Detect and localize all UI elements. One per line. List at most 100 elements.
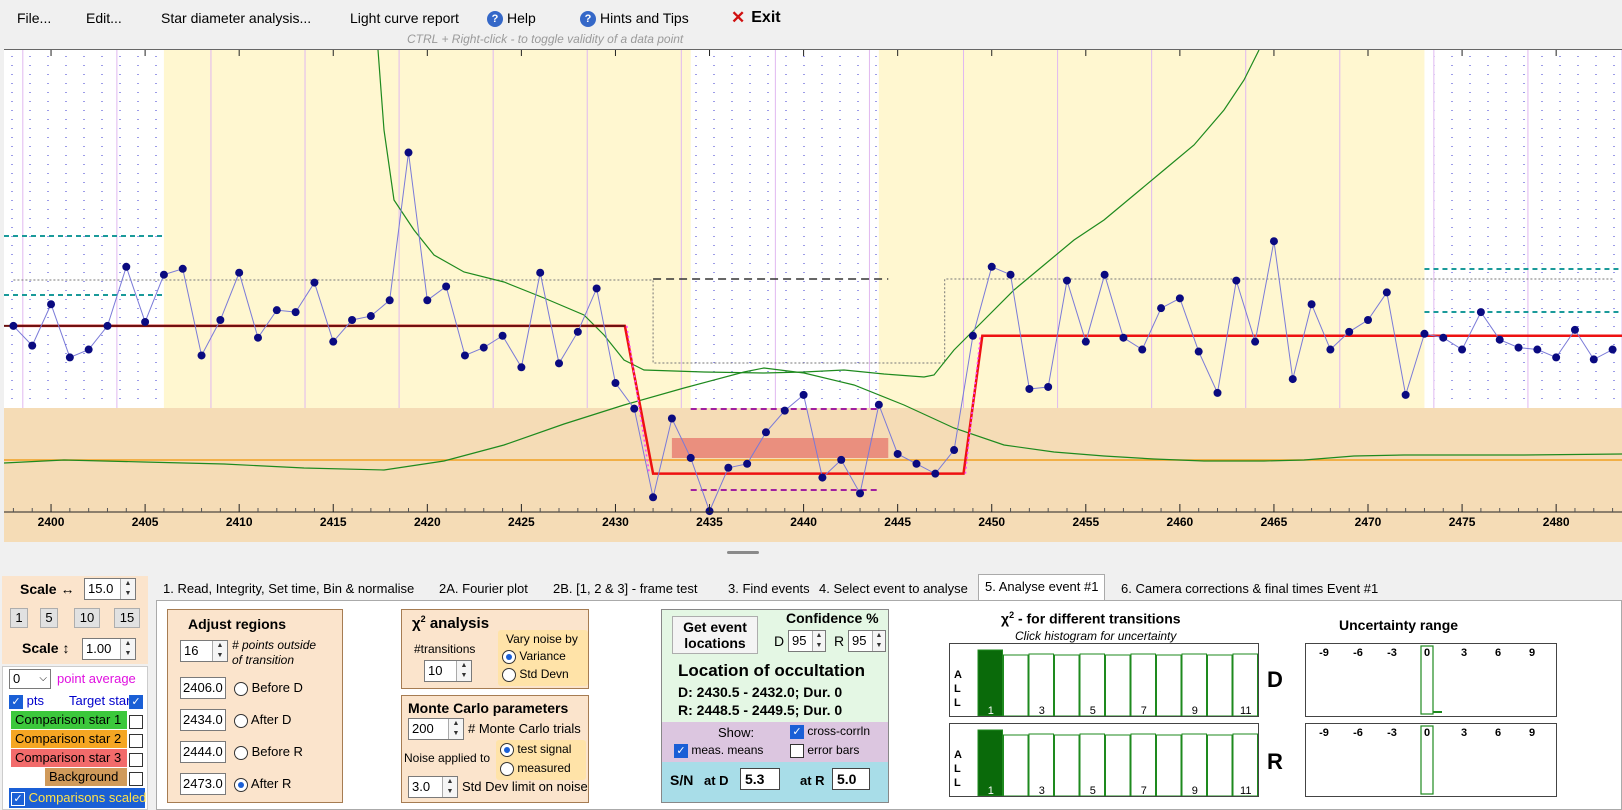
menu-light-curve-report[interactable]: Light curve report	[350, 10, 459, 26]
spinner-arrows-icon[interactable]: ▲ ▼	[812, 631, 825, 651]
chi2-histogram-r[interactable]: A L L 1 3 5 7 9 11	[949, 723, 1259, 797]
cross-corr-checkbox[interactable]: ✓ cross-corrln	[790, 724, 870, 739]
tab-camera-corrections[interactable]: 6. Camera corrections & final times Even…	[1121, 581, 1379, 596]
check-icon: ✓	[674, 743, 688, 758]
sn-at-d-label: at D	[704, 773, 729, 788]
tab-find-events[interactable]: 3. Find events	[728, 581, 810, 596]
data-point	[1006, 270, 1015, 279]
background-checkbox[interactable]	[129, 770, 143, 786]
menu-exit[interactable]: ✕ Exit	[731, 8, 781, 28]
comparison-1-checkbox[interactable]	[129, 713, 143, 729]
point-average-label: point average	[57, 671, 136, 686]
variance-radio[interactable]: Variance	[502, 649, 566, 664]
data-point	[837, 455, 846, 464]
menu-star-diameter[interactable]: Star diameter analysis...	[161, 10, 312, 26]
data-point	[1476, 308, 1485, 317]
tab-select-event[interactable]: 4. Select event to analyse	[819, 581, 968, 596]
preset-5-button[interactable]: 5	[40, 608, 58, 628]
meas-means-checkbox[interactable]: ✓ meas. means	[674, 743, 763, 758]
light-curve-svg[interactable]: 2400 2405 2410 2415 2420 2425 2430 2435 2440 2445…	[3, 49, 1622, 542]
monte-carlo-trials-spinner[interactable]: 200 ▲ ▼	[408, 718, 464, 740]
data-point	[103, 321, 112, 330]
monte-carlo-group: Monte Carlo parameters 200 ▲ ▼ # Monte Car…	[401, 695, 589, 803]
spinner-arrows-icon[interactable]: ▲ ▼	[448, 719, 463, 739]
light-curve-plot[interactable]: 2400 2405 2410 2415 2420 2425 2430 2435 2440 2445…	[3, 49, 1622, 542]
x-tick-label: 2450	[978, 515, 1005, 529]
before-d-label: Before D	[251, 680, 303, 695]
menu-hints[interactable]: ? Hints and Tips	[580, 8, 689, 28]
stddev-radio[interactable]: Std Devn	[502, 667, 569, 682]
before-r-field[interactable]: 2444.0	[180, 741, 226, 763]
after-d-field[interactable]: 2434.0	[180, 709, 226, 731]
data-point	[159, 270, 168, 279]
spinner-arrows-icon[interactable]: ▲ ▼	[442, 777, 457, 797]
comparisons-scaled-checkbox[interactable]: ✓ Comparisons scaled	[9, 788, 147, 808]
pts-checkbox[interactable]: ✓ pts	[9, 693, 44, 709]
after-d-radio[interactable]: After D	[234, 712, 291, 728]
tab-fourier[interactable]: 2A. Fourier plot	[439, 581, 528, 596]
unc-r-tick-label: 3	[1461, 727, 1467, 739]
after-r-radio[interactable]: After R	[234, 776, 291, 792]
data-point	[1514, 343, 1523, 352]
test-signal-radio[interactable]: test signal	[500, 742, 571, 757]
confidence-r-spinner[interactable]: 95 ▲ ▼	[848, 630, 886, 652]
adjust-regions-group: Adjust regions 16 ▲ ▼ # points outside of t…	[167, 609, 343, 803]
after-d-label: After D	[250, 712, 292, 727]
tab-read[interactable]: 1. Read, Integrity, Set time, Bin & norm…	[163, 581, 415, 596]
hints-help-icon: ?	[580, 11, 596, 28]
target-star-checkbox[interactable]: ✓	[129, 693, 143, 709]
comparisons-scaled-label: Comparisons scaled	[28, 790, 147, 805]
x-tick-label: 2455	[1072, 515, 1099, 529]
preset-10-button[interactable]: 10	[74, 608, 100, 628]
measured-radio[interactable]: measured	[500, 761, 571, 776]
splitter-grip[interactable]	[727, 551, 759, 554]
point-average-select[interactable]: 0 ⌵	[9, 669, 51, 689]
spinner-arrows-icon[interactable]: ▲ ▼	[120, 579, 135, 599]
menu-edit[interactable]: Edit...	[86, 10, 122, 26]
comparison-3-checkbox[interactable]	[129, 751, 143, 767]
confidence-r-value: 95	[852, 633, 867, 648]
hist-r-bar-label: 5	[1090, 785, 1096, 796]
hist-d-all-letter: L	[954, 683, 961, 695]
noise-limit-spinner[interactable]: 3.0 ▲ ▼	[408, 776, 458, 798]
transitions-spinner[interactable]: 10 ▲ ▼	[424, 660, 472, 682]
checkbox-box	[129, 733, 143, 748]
uncertainty-r-svg: -9 -6 -3 0 3 6 9	[1319, 725, 1535, 795]
error-bars-checkbox[interactable]: error bars	[790, 743, 859, 758]
before-d-radio[interactable]: Before D	[234, 680, 303, 696]
comparison-2-checkbox[interactable]	[129, 732, 143, 748]
points-outside-spinner[interactable]: 16 ▲ ▼	[180, 640, 228, 662]
confidence-d-label: D	[774, 633, 785, 649]
hist-d-bar	[1181, 653, 1207, 717]
before-r-radio[interactable]: Before R	[234, 744, 303, 760]
menu-bar: File... Edit... Star diameter analysis..…	[0, 0, 1622, 36]
spinner-arrows-icon[interactable]: ▲ ▼	[212, 641, 227, 661]
chi2-histogram-d[interactable]: A L L 1 3 5 7 9 11	[949, 643, 1259, 717]
hist-d-bar	[1105, 654, 1131, 717]
data-point	[950, 446, 959, 455]
get-event-locations-button[interactable]: Get event locations	[672, 616, 758, 654]
menu-hints-label: Hints and Tips	[600, 10, 689, 26]
tab-analyse-event[interactable]: 5. Analyse event #1	[978, 574, 1106, 600]
menu-help[interactable]: ? Help	[487, 8, 536, 28]
preset-15-button[interactable]: 15	[114, 608, 140, 628]
data-point	[1025, 384, 1034, 393]
spinner-arrows-icon[interactable]: ▲ ▼	[120, 639, 135, 659]
hist-d-all-letter: A	[954, 669, 962, 681]
after-r-field[interactable]: 2473.0	[180, 773, 226, 795]
hist-d-bar	[1130, 653, 1156, 717]
scale-h-spinner[interactable]: 15.0 ▲ ▼	[84, 578, 136, 600]
scale-v-spinner[interactable]: 1.00 ▲ ▼	[82, 638, 136, 660]
spinner-arrows-icon[interactable]: ▲ ▼	[456, 661, 471, 681]
hist-d-bar	[1028, 653, 1054, 717]
spinner-arrows-icon[interactable]: ▲ ▼	[872, 631, 885, 651]
menu-file[interactable]: File...	[17, 10, 52, 26]
confidence-d-spinner[interactable]: 95 ▲ ▼	[788, 630, 826, 652]
hist-d-bar	[1232, 653, 1258, 717]
before-d-field[interactable]: 2406.0	[180, 677, 226, 699]
preset-1-button[interactable]: 1	[10, 608, 28, 628]
checkbox-box	[129, 771, 143, 786]
tab-frame-test[interactable]: 2B. [1, 2 & 3] - frame test	[553, 581, 698, 596]
